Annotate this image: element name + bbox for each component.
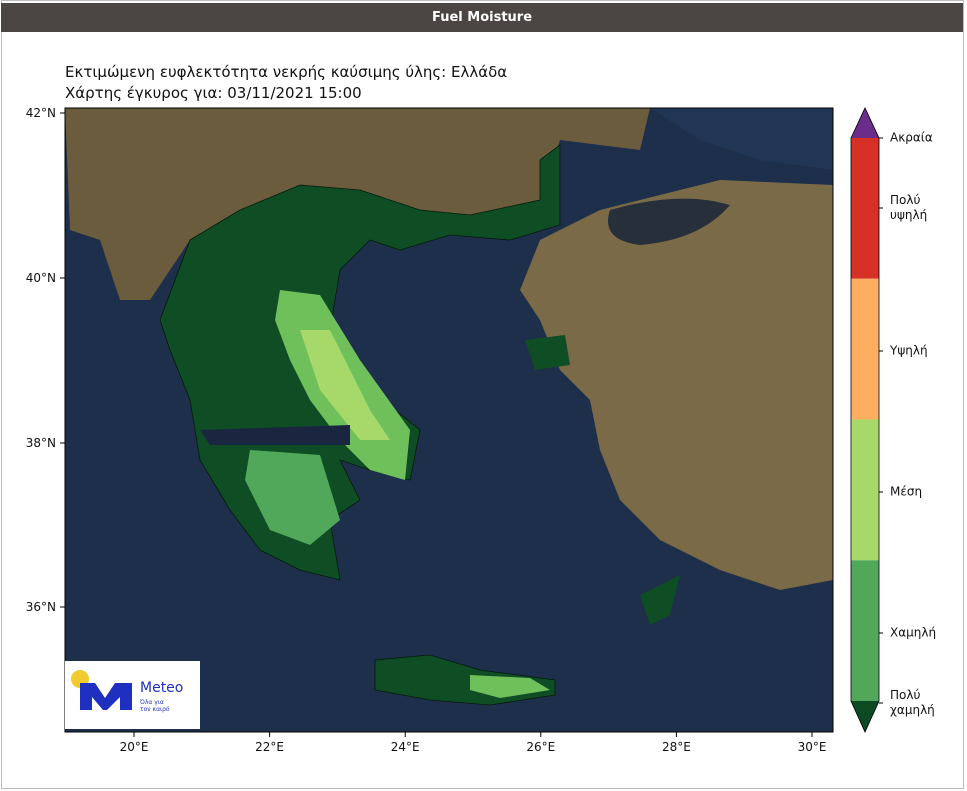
lon-tick-label: 28°E	[662, 740, 691, 754]
colorbar-outline	[850, 107, 880, 733]
lat-tick-label: 40°N	[26, 271, 56, 285]
colorbar-segment	[851, 419, 879, 561]
lat-tick-label: 36°N	[26, 600, 56, 614]
lon-tick-label: 30°E	[798, 740, 827, 754]
map-image	[65, 108, 833, 732]
lon-tick-label: 20°E	[120, 740, 149, 754]
colorbar-label: Μέση	[890, 484, 923, 499]
logo-tagline: Όλα για	[139, 699, 164, 706]
colorbar-label: Υψηλή	[890, 343, 928, 358]
logo-name: Meteo	[140, 680, 183, 696]
colorbar-segment	[851, 138, 879, 279]
lon-tick-label: 22°E	[255, 740, 284, 754]
colorbar-label: Πολύ χαμηλή	[890, 688, 935, 717]
lat-tick-label: 42°N	[26, 106, 56, 120]
header: Fuel Moisture	[1, 3, 963, 32]
logo-tagline: τον καιρό	[140, 706, 170, 713]
lon-tick-label: 24°E	[391, 740, 420, 754]
colorbar-segment	[851, 278, 879, 420]
lat-tick-label: 38°N	[26, 436, 56, 450]
logo-mark	[80, 683, 132, 710]
lon-tick-label: 26°E	[526, 740, 555, 754]
colorbar-extend	[851, 701, 879, 732]
map-subtitle: Χάρτης έγκυρος για: 03/11/2021 15:00	[65, 84, 362, 102]
colorbar-label: Χαμηλή	[890, 625, 937, 640]
map-title: Εκτιμώμενη ευφλεκτότητα νεκρής καύσιμης …	[65, 63, 508, 81]
colorbar-label: Ακραία	[890, 130, 933, 145]
colorbar-label: Πολύ υψηλή	[890, 193, 928, 222]
colorbar-extend	[851, 108, 879, 138]
colorbar-segment	[851, 560, 879, 701]
